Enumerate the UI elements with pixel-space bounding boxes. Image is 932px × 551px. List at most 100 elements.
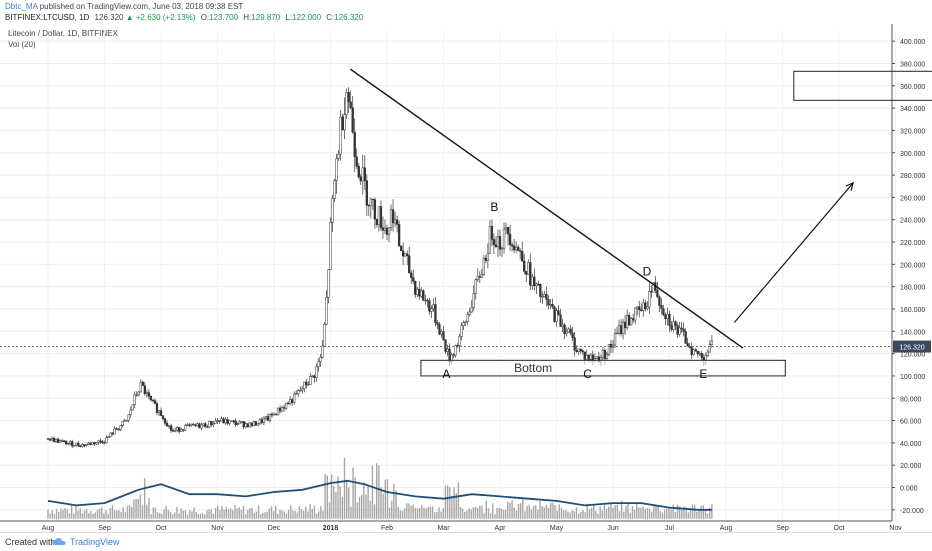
publish-line: Dbtc_MA published on TradingView.com, Ju… <box>5 1 243 12</box>
volume-bar <box>143 478 146 519</box>
candle-body <box>52 438 56 442</box>
candle-body <box>355 156 358 167</box>
candle-body <box>278 407 282 412</box>
volume-bar <box>53 513 56 519</box>
candle-body <box>690 347 693 355</box>
volume-bar <box>191 511 193 519</box>
candle-body <box>539 284 542 297</box>
volume-bar <box>401 510 404 519</box>
volume-bar <box>55 508 58 519</box>
candle-body <box>686 343 689 347</box>
volume-bar <box>399 510 402 519</box>
candle-body <box>115 428 118 430</box>
volume-bar <box>279 509 281 519</box>
candle-body <box>105 437 108 443</box>
candle-body <box>422 290 425 301</box>
price-chart[interactable]: -20.000 0.000 20.000 40.000 60.000 80.000 100.… <box>0 24 932 532</box>
candle-body <box>315 366 318 378</box>
volume-bar <box>663 509 666 519</box>
candle-body <box>71 441 74 447</box>
candle-body <box>428 300 431 312</box>
candle-body <box>46 438 50 440</box>
candle-body <box>452 354 455 356</box>
trendline <box>349 68 744 349</box>
candle-body <box>551 304 554 308</box>
candle-body <box>508 233 512 246</box>
x-tick-label: 2018 <box>323 525 339 532</box>
candle-body <box>204 423 207 428</box>
volume-bar <box>700 505 702 519</box>
candle-body <box>77 442 80 446</box>
volume-bar <box>472 507 475 519</box>
volume-bar <box>528 504 530 519</box>
volume-bar <box>307 511 309 519</box>
volume-bar <box>320 506 322 519</box>
candle-body <box>632 318 635 321</box>
volume-bar <box>451 495 453 519</box>
volume-bar <box>704 510 707 519</box>
volume-bar <box>406 503 408 519</box>
author-link[interactable]: Dbtc_MA <box>5 2 38 11</box>
x-tick-label: Sep <box>776 525 789 532</box>
candle-body <box>426 299 429 302</box>
volume-bar <box>113 510 116 519</box>
candle-body <box>313 375 316 378</box>
candle-body <box>309 376 312 385</box>
candle-body <box>147 392 151 397</box>
volume-bar <box>367 485 369 519</box>
volume-bar <box>236 508 238 519</box>
candle-body <box>347 92 350 103</box>
candle-body <box>460 325 463 337</box>
candle-body <box>69 441 72 444</box>
volume-bar <box>577 513 580 519</box>
footer-bar: Created with TradingView <box>0 532 932 551</box>
candle-body <box>391 209 395 224</box>
y-tick-label: 300.000 <box>900 151 925 158</box>
volume-bar <box>461 508 464 519</box>
candle-body <box>543 293 546 297</box>
volume-bar <box>702 505 704 519</box>
candle-body <box>60 440 64 442</box>
candle-body <box>246 423 249 428</box>
candle-body <box>50 438 54 441</box>
volume-bar <box>197 513 200 519</box>
volume-bar <box>560 508 563 519</box>
volume-bar <box>565 510 567 519</box>
volume-bar <box>58 511 60 519</box>
tradingview-link[interactable]: TradingView <box>70 537 120 547</box>
volume-bar <box>378 465 380 519</box>
volume-bar <box>696 511 698 519</box>
candle-body <box>523 260 526 272</box>
volume-bar <box>309 504 311 519</box>
candle-body <box>418 288 421 297</box>
volume-bar <box>124 512 127 519</box>
volume-bar <box>476 507 479 519</box>
candle-body <box>589 354 592 360</box>
volume-bar <box>635 502 638 519</box>
candle-body <box>666 313 669 319</box>
candle-body <box>547 299 550 306</box>
volume-bar <box>292 510 294 519</box>
chart-area[interactable]: -20.000 0.000 20.000 40.000 60.000 80.000 100.… <box>0 24 932 532</box>
candle-body <box>621 321 625 334</box>
candle-body <box>514 246 518 251</box>
volume-bar <box>468 508 470 519</box>
volume-bar <box>85 509 88 519</box>
candle-body <box>297 390 300 394</box>
x-tick-label: Nov <box>889 525 902 532</box>
volume-bar <box>49 513 51 519</box>
volume-bar <box>489 513 492 519</box>
low-label: L: <box>285 13 293 22</box>
volume-bar <box>47 509 49 519</box>
volume-bar <box>176 506 178 519</box>
volume-bar <box>689 508 692 519</box>
candle-body <box>103 442 106 444</box>
volume-bar <box>603 505 606 519</box>
target-box <box>793 70 932 101</box>
candle-body <box>496 236 500 247</box>
high-label: H: <box>243 13 252 22</box>
candle-body <box>180 429 183 432</box>
volume-bar <box>98 508 101 519</box>
x-tick-label: Aug <box>720 525 733 532</box>
volume-bar <box>530 509 533 519</box>
